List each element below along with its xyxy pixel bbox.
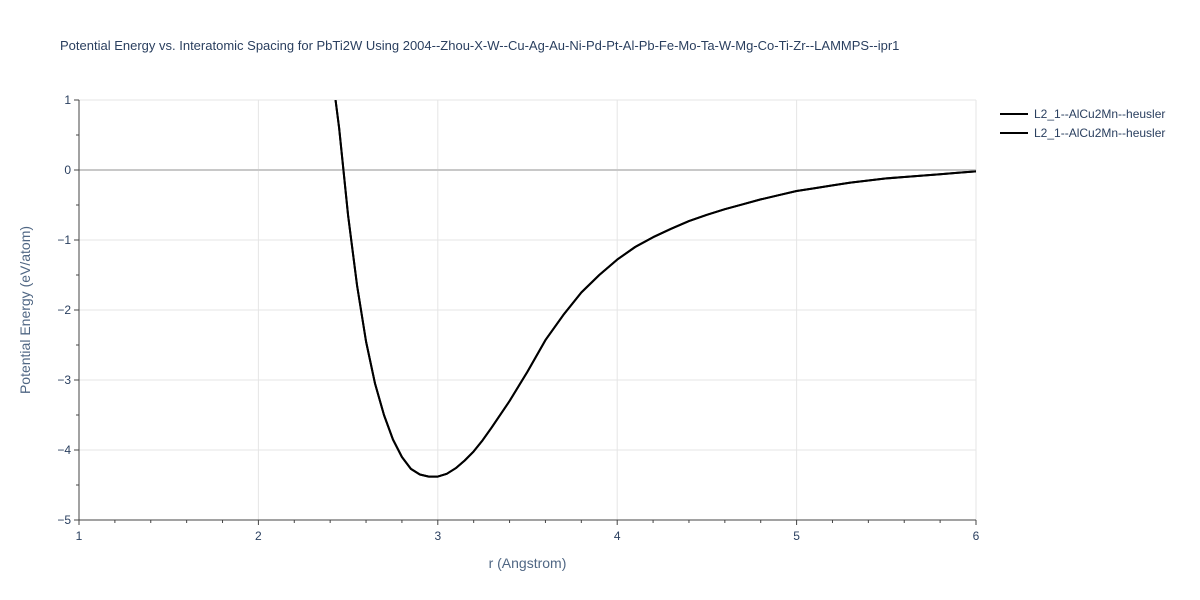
y-tick-label: −5 [57,513,71,527]
y-tick-label: 0 [64,163,71,177]
legend[interactable]: L2_1--AlCu2Mn--heusler L2_1--AlCu2Mn--heu… [1000,107,1165,140]
x-tick-label: 6 [973,529,980,543]
x-tick-label: 4 [614,529,621,543]
grid-lines [79,99,977,520]
x-tick-label: 1 [76,529,83,543]
axes: 1 2 3 4 5 6 1 0 −1 −2 −3 −4 −5 [57,93,979,543]
x-axis-title: r (Angstrom) [489,555,567,571]
series-line-2 [334,100,976,478]
x-tick-label: 2 [255,529,262,543]
y-tick-label: −1 [57,233,71,247]
x-tick-label: 3 [434,529,441,543]
y-tick-label: −4 [57,443,71,457]
chart-title: Potential Energy vs. Interatomic Spacing… [60,38,899,53]
x-tick-label: 5 [793,529,800,543]
y-tick-label: −3 [57,373,71,387]
y-tick-label: 1 [64,93,71,107]
legend-label[interactable]: L2_1--AlCu2Mn--heusler [1034,107,1165,121]
y-tick-label: −2 [57,303,71,317]
y-axis-title: Potential Energy (eV/atom) [17,226,33,394]
legend-label[interactable]: L2_1--AlCu2Mn--heusler [1034,126,1165,140]
series-lines [334,100,976,478]
